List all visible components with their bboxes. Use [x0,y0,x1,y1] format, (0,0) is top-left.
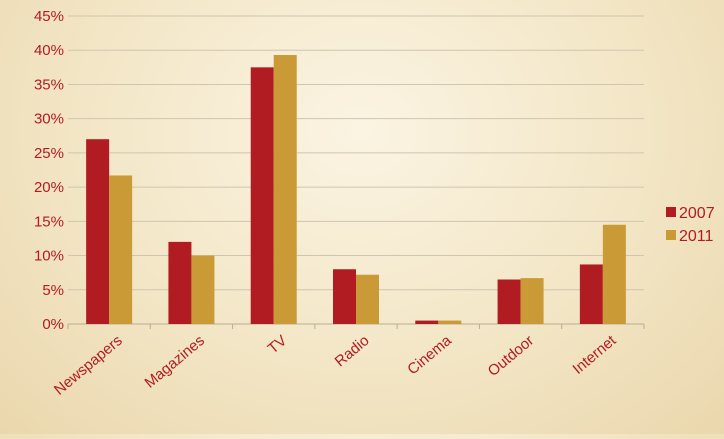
y-tick-label: 40% [34,42,64,59]
y-tick-label: 30% [34,111,64,128]
bar-2007-tv [250,67,274,324]
y-tick-label: 35% [34,76,64,93]
y-tick-label: 45% [34,8,64,25]
x-tick-label: Radio [332,332,373,370]
x-tick-label: Cinema [404,332,455,379]
y-tick-label: 5% [42,282,64,299]
x-tick-label: Outdoor [485,332,537,380]
y-tick-label: 25% [34,145,64,162]
bar-2011-cinema [438,320,462,324]
bar-2007-magazines [168,241,192,324]
bar-2011-magazines [191,255,215,324]
bar-2011-outdoor [520,278,544,324]
y-tick-label: 0% [42,316,64,333]
bar-2007-outdoor [497,279,521,324]
y-tick-label: 10% [34,248,64,265]
legend-label: 2007 [679,205,715,222]
bar-2011-newspapers [109,175,133,324]
bar-2007-cinema [415,320,439,324]
bar-2007-radio [333,269,356,324]
y-tick-label: 15% [34,213,64,230]
legend-swatch-2011 [666,230,676,240]
legend-swatch-2007 [666,207,676,217]
bar-2007-newspapers [86,139,110,324]
x-tick-label: Newspapers [51,332,126,399]
bar-2007-internet [579,264,603,324]
bar-2011-internet [602,224,626,324]
bar-2011-radio [356,274,379,324]
x-tick-label: TV [265,332,291,357]
y-tick-label: 20% [34,179,64,196]
bar-2011-tv [273,55,297,324]
x-tick-label: Magazines [141,332,208,392]
legend-label: 2011 [679,228,714,245]
x-tick-label: Internet [570,332,621,378]
